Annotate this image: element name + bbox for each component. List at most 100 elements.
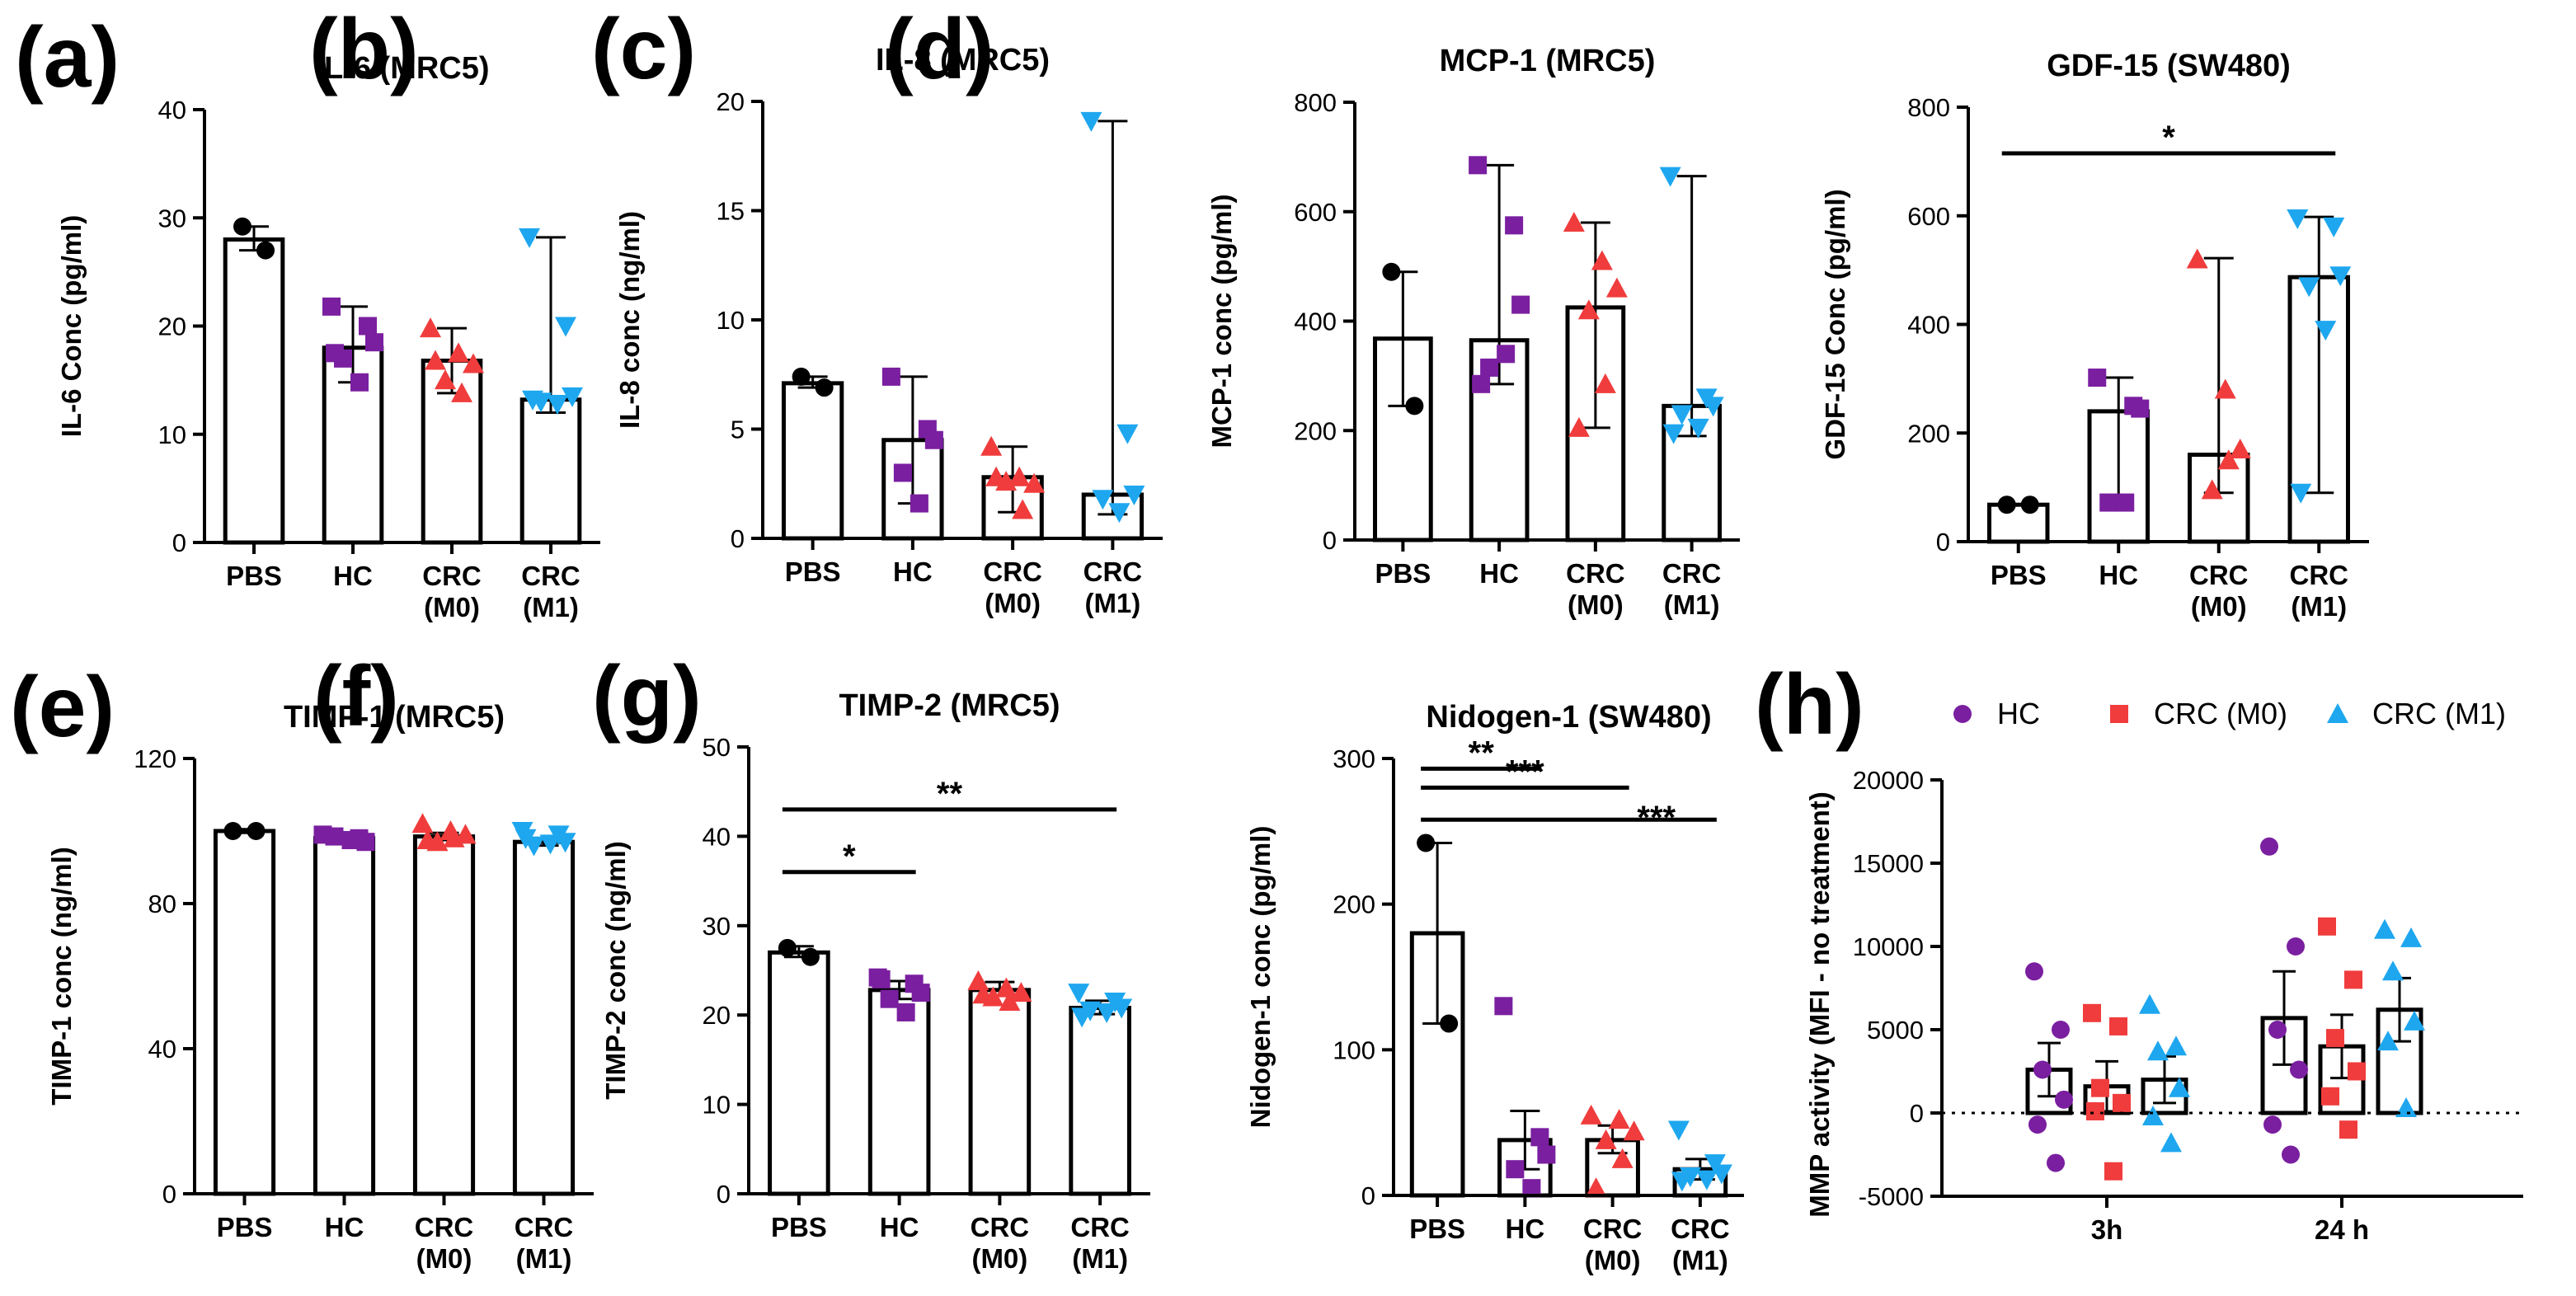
data-point-d-1-4 [2116,493,2135,512]
data-point-c-2-4 [1594,373,1616,393]
panel-h: (h) MMP activity (MFI - no treatment) HC CR… [1755,657,2523,1245]
y-axis-label-e: TIMP-1 conc (ng/ml) [46,847,77,1106]
data-point-h-1-1-2 [2326,1029,2344,1048]
data-point-h-2-0-1 [2165,1035,2187,1056]
y-tick-label-g-2: 200 [1333,890,1375,919]
legend-marker-2 [2327,703,2348,723]
chart-title-e: TIMP-1 (MRC5) [284,700,505,735]
data-point-b-3-0 [1080,111,1102,132]
x-tick-label-g-2-1: (M0) [1585,1245,1641,1275]
y-tick-label-c-0: 0 [1323,526,1337,555]
x-tick-label-c-1-0: HC [1479,558,1519,589]
data-point-a-1-1 [359,317,377,336]
data-point-b-0-0 [792,367,811,386]
data-point-f-1-4 [896,1003,915,1021]
data-point-a-1-4 [350,373,369,392]
data-point-e-2-2 [454,824,477,844]
y-tick-label-d-2: 400 [1907,311,1950,340]
bar-e-2 [412,834,476,1196]
data-point-c-1-4 [1497,345,1516,364]
panel-a: (a) IL-6 (MRC5) IL-6 Conc (pg/ml) 0 10 20 30 40… [15,10,600,622]
data-point-h-1-0-4 [2086,1101,2104,1120]
data-point-c-3-2 [1702,397,1724,417]
data-point-h-2-1-5 [2395,1096,2417,1117]
panel-g: (g) Nidogen-1 (SW480) Nidogen-1 conc (pg/m… [592,649,1744,1275]
data-point-h-2-0-4 [2142,1106,2164,1126]
data-point-h-0-1-2 [2268,1021,2287,1039]
data-point-c-2-2 [1605,277,1628,298]
data-point-h-2-0-0 [2139,993,2160,1014]
panel-letter-f: (f) [313,649,399,744]
chart-title-b: IL-8 (MRC5) [876,43,1050,77]
y-tick-label-g-3: 300 [1333,744,1375,773]
x-tick-label-g-2-0: CRC [1583,1214,1643,1244]
x-tick-label-f-3-1: (M1) [1072,1243,1128,1274]
data-point-h-1-1-5 [2339,1120,2357,1139]
x-tick-label-g-0-0: PBS [1409,1214,1465,1244]
data-point-h-0-0-5 [2047,1153,2065,1172]
x-tick-label-e-3-0: CRC [515,1212,574,1242]
data-point-f-2-5 [972,984,994,1004]
data-point-a-1-0 [322,297,341,316]
data-point-c-0-1 [1405,397,1424,416]
data-point-e-3-5 [515,829,537,849]
data-point-h-1-0-5 [2104,1162,2122,1181]
y-tick-label-g-1: 100 [1333,1035,1375,1064]
y-tick-label-c-2: 400 [1294,308,1337,336]
data-point-a-0-1 [256,241,275,260]
data-point-c-2-0 [1563,212,1585,232]
y-tick-label-b-0: 0 [731,524,745,553]
data-point-b-2-1 [1008,466,1031,486]
data-point-h-0-1-5 [2282,1145,2300,1164]
data-point-c-1-3 [1480,358,1499,377]
data-point-g-3-4 [1695,1170,1718,1190]
y-tick-label-a-1: 10 [158,420,186,449]
y-tick-label-b-1: 5 [731,416,745,444]
data-point-g-1-0 [1494,997,1513,1016]
bar-f-0 [768,950,830,1196]
legend-label-0: HC [1997,697,2040,730]
data-point-g-3-2 [1710,1164,1732,1185]
data-point-b-1-2 [924,430,943,449]
data-point-d-2-2 [2229,439,2251,459]
x-tick-label-e-2-0: CRC [415,1212,474,1242]
y-axis-label-a: IL-6 Conc (pg/ml) [56,215,87,437]
y-tick-label-a-3: 30 [158,204,186,232]
data-point-e-1-3 [325,827,344,846]
y-tick-label-f-0: 0 [717,1180,731,1209]
panel-e: (e) TIMP-1 (MRC5) TIMP-1 conc (ng/ml) 0 40 80… [10,660,594,1274]
y-tick-label-b-2: 10 [717,306,745,335]
data-point-g-3-5 [1671,1172,1693,1192]
data-point-c-3-5 [1662,424,1685,444]
panel-letter-g: (g) [592,649,702,744]
y-tick-label-d-3: 600 [1907,202,1950,231]
data-point-a-3-2 [562,387,583,407]
data-point-b-3-4 [1108,503,1131,524]
x-tick-label-d-0-0: PBS [1991,560,2047,590]
data-point-d-0-1 [2020,495,2039,514]
x-tick-label-a-2-0: CRC [422,561,482,591]
data-point-d-3-2 [2329,266,2352,287]
y-tick-label-f-5: 50 [703,733,731,762]
significance-extra-label-g-0: *** [1637,800,1676,836]
data-point-a-1-5 [326,344,344,363]
bar-e-3 [512,839,576,1196]
data-point-b-3-2 [1123,486,1145,505]
y-tick-label-a-2: 20 [158,312,186,341]
x-tick-label-c-3-0: CRC [1662,558,1722,589]
x-tick-label-e-0-0: PBS [217,1212,273,1242]
x-tick-label-b-1-0: HC [893,556,933,587]
data-point-c-0-0 [1382,262,1401,281]
bar-a-3 [519,397,582,545]
y-tick-label-h-5: 20000 [1853,766,1924,795]
y-tick-label-g-0: 0 [1361,1181,1375,1210]
x-tick-label-d-3-1: (M1) [2291,591,2347,622]
data-point-d-2-0 [2186,248,2208,269]
x-tick-label-f-2-1: (M0) [971,1243,1027,1274]
x-tick-label-b-0-0: PBS [785,556,841,587]
data-point-f-2-0 [967,970,990,991]
x-tick-label-e-2-1: (M0) [416,1243,472,1274]
data-point-b-1-3 [893,463,912,482]
x-tick-label-f-1-0: HC [880,1212,919,1242]
y-tick-label-e-1: 40 [148,1035,176,1064]
